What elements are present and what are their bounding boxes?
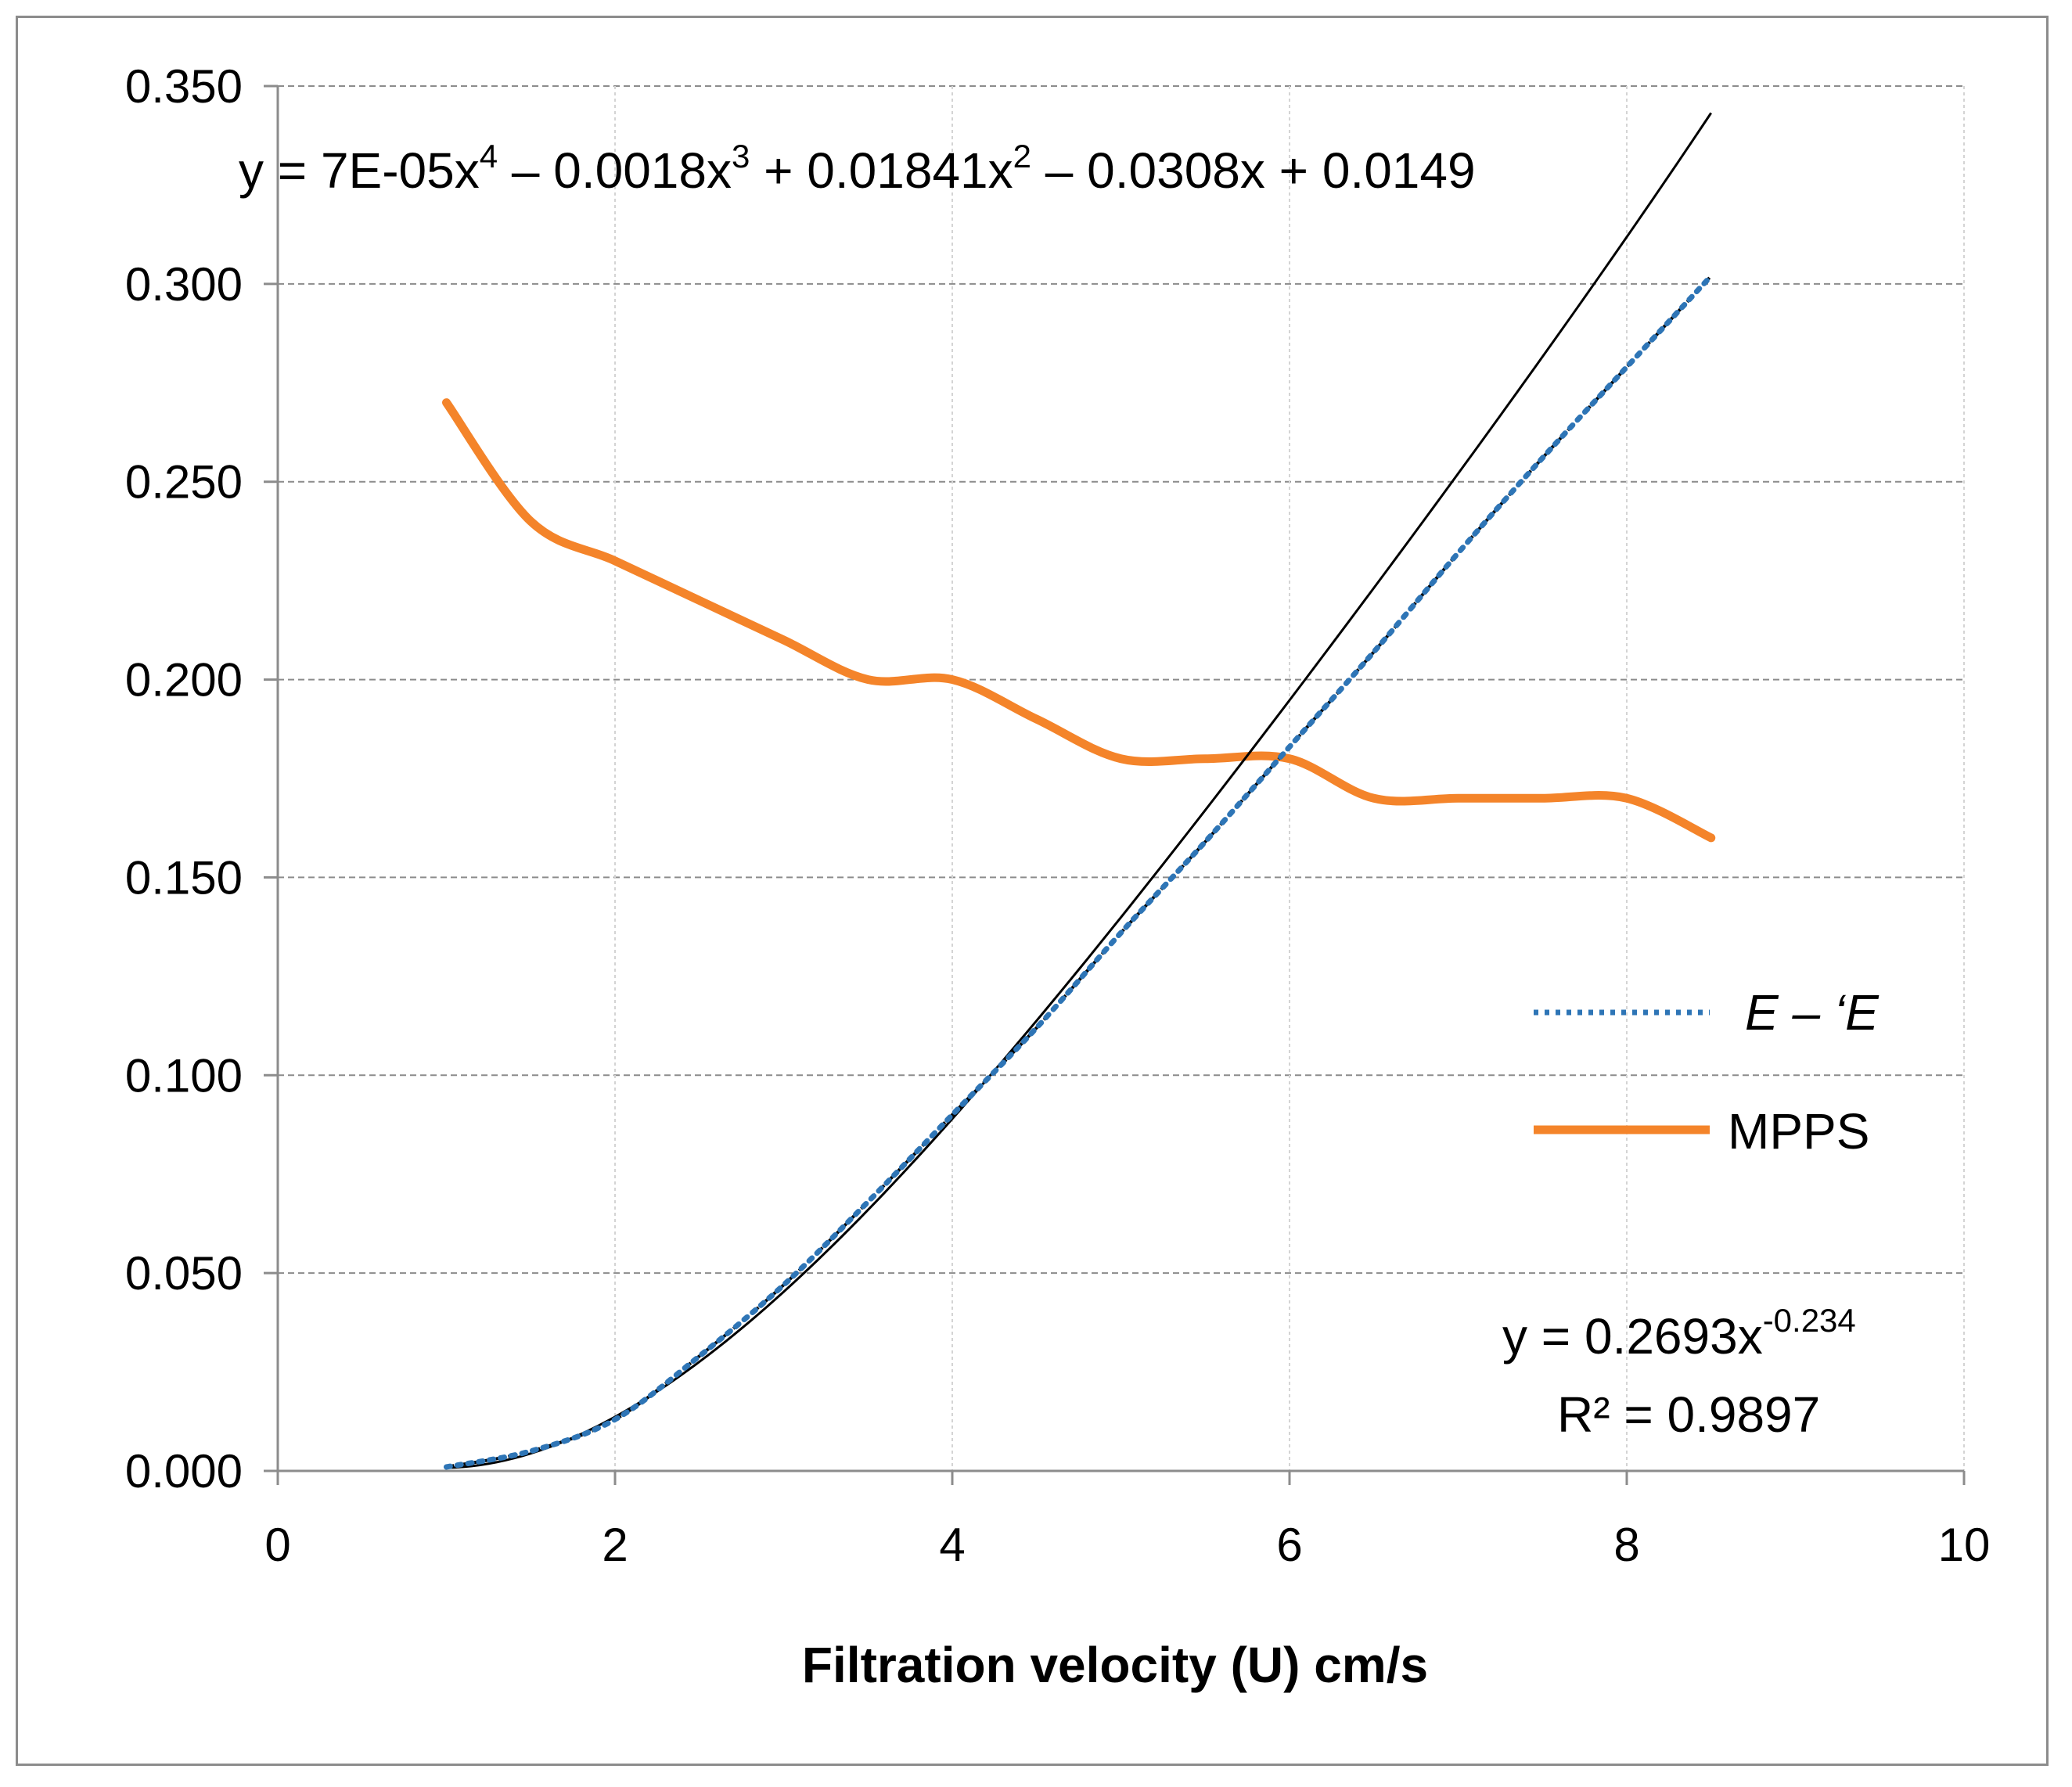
y-tick-label: 0.250 <box>125 456 243 509</box>
poly-eq-part: – 0.0308x + 0.0149 <box>1031 142 1476 199</box>
trendline-polynomial <box>446 112 1712 1469</box>
series-layer <box>442 112 1716 1470</box>
legend-label-e-e: E – ‘E <box>1745 984 1880 1041</box>
power-eq-base: y = 0.2693x <box>1502 1308 1763 1365</box>
x-axis-title: Filtration velocity (U) cm/s <box>802 1637 1428 1693</box>
x-tick-label: 2 <box>602 1519 628 1571</box>
y-tick-label: 0.350 <box>125 60 243 113</box>
y-tick-label: 0.100 <box>125 1049 243 1102</box>
poly-eq-sup: 2 <box>1013 138 1031 174</box>
r-squared-label: R² = 0.9897 <box>1557 1386 1820 1443</box>
x-tick-label: 6 <box>1276 1519 1302 1571</box>
x-tick-label: 8 <box>1613 1519 1639 1571</box>
x-tick-label: 10 <box>1938 1519 1991 1571</box>
legend-label-mpps: MPPS <box>1728 1103 1869 1160</box>
y-tick-label: 0.050 <box>125 1247 243 1300</box>
polynomial-equation-label: y = 7E-05x4 – 0.0018x3 + 0.01841x2 – 0.0… <box>239 138 1476 199</box>
power-eq-exponent: -0.234 <box>1763 1302 1856 1339</box>
chart-frame <box>16 16 2049 1766</box>
axes <box>264 84 1966 1485</box>
y-tick-label: 0.150 <box>125 851 243 904</box>
x-tick-label: 0 <box>264 1519 290 1571</box>
poly-eq-part: – 0.0018x <box>498 142 732 199</box>
grid <box>278 85 1965 1471</box>
y-tick-label: 0.300 <box>125 258 243 311</box>
series-line-mpps <box>442 398 1716 843</box>
legend: E – ‘E MPPS <box>1534 984 1880 1160</box>
series-line-e-e <box>444 273 1714 1470</box>
poly-eq-part: y = 7E-05x <box>239 142 480 199</box>
trendline-e-e-dashed <box>446 275 1713 1469</box>
x-tick-label: 4 <box>939 1519 965 1571</box>
poly-eq-part: + 0.01841x <box>750 142 1013 199</box>
poly-eq-sup: 3 <box>732 138 750 174</box>
power-equation-label: y = 0.2693x-0.234 <box>1502 1302 1856 1365</box>
y-tick-label: 0.000 <box>125 1445 243 1498</box>
poly-eq-sup: 4 <box>480 138 498 174</box>
y-tick-label: 0.200 <box>125 654 243 707</box>
tick-labels: 0.000 0.050 0.100 0.150 0.200 0.250 0.300 0.350… <box>125 60 1991 1571</box>
